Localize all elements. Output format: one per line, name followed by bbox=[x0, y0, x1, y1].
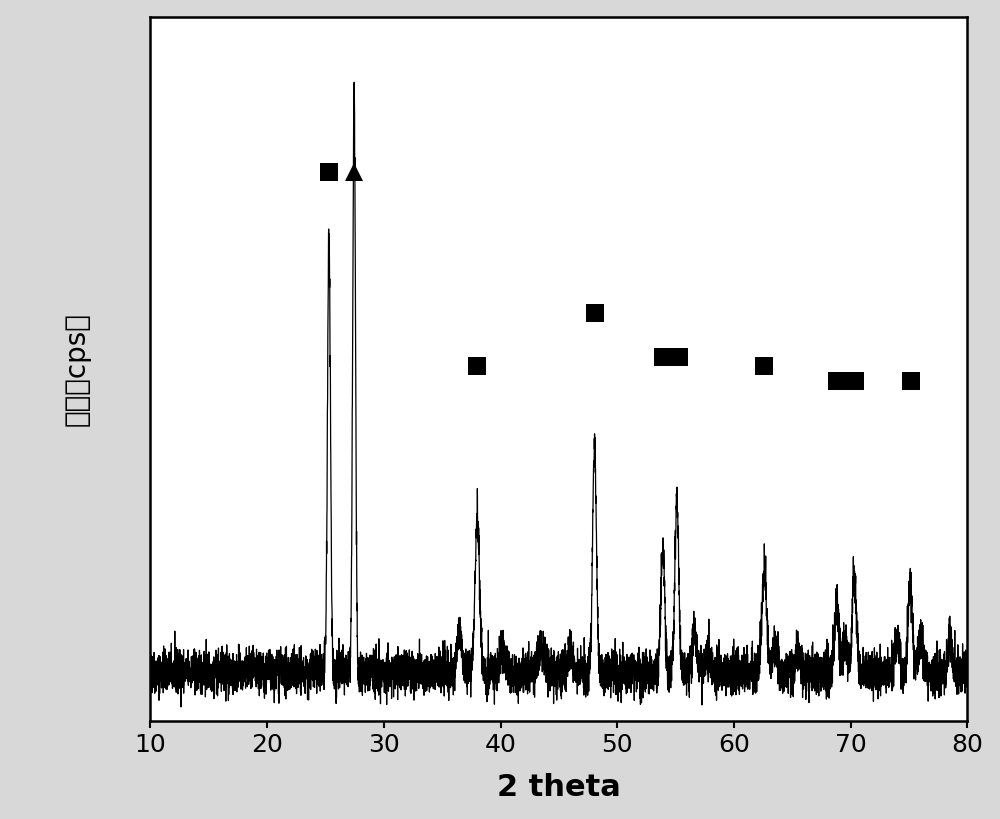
Text: 强度（cps）: 强度（cps） bbox=[63, 312, 91, 426]
X-axis label: 2 theta: 2 theta bbox=[497, 773, 621, 803]
